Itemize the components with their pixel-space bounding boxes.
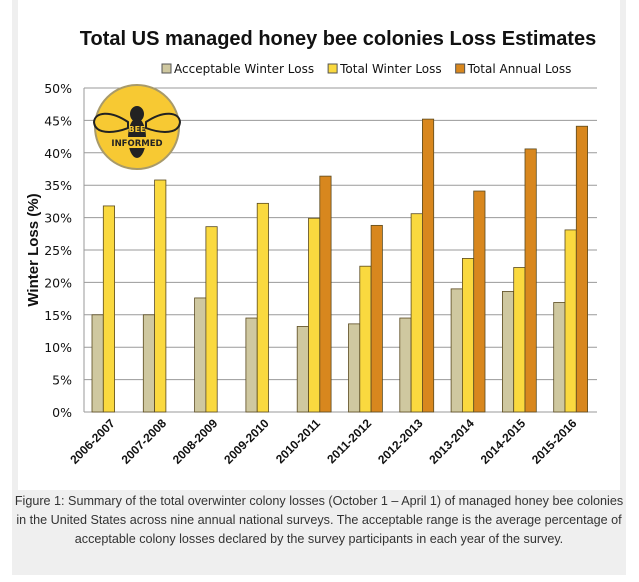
y-tick-label: 30% (44, 211, 72, 226)
y-axis-label: Winter Loss (%) (25, 193, 42, 306)
bar-total-winter-loss (564, 229, 577, 413)
x-tick-label: 2008-2009 (170, 416, 221, 467)
y-tick-label: 5% (52, 373, 72, 388)
x-tick-label: 2011-2012 (324, 416, 374, 466)
x-tick-label: 2007-2008 (119, 416, 170, 467)
figure-caption: Figure 1: Summary of the total overwinte… (14, 494, 624, 546)
y-tick-label: 20% (44, 275, 72, 290)
bar-acceptable-winter-loss (553, 302, 566, 413)
legend-swatch (455, 63, 466, 74)
bar-acceptable-winter-loss (450, 288, 463, 413)
y-tick-label: 45% (44, 113, 72, 128)
x-tick-label: 2013-2014 (426, 416, 477, 467)
y-tick-label: 50% (44, 81, 72, 96)
y-tick-label: 0% (52, 405, 72, 420)
bar-total-winter-loss (102, 205, 116, 413)
bar-acceptable-winter-loss (142, 314, 156, 413)
bar-total-annual-loss (421, 118, 435, 413)
bar-acceptable-winter-loss (245, 317, 258, 413)
bar-acceptable-winter-loss (91, 314, 104, 413)
y-tick-label: 40% (44, 146, 72, 161)
bar-total-winter-loss (513, 267, 526, 413)
bar-total-winter-loss (410, 213, 423, 413)
bar-total-winter-loss (154, 179, 167, 413)
x-tick-label: 2015-2016 (529, 416, 580, 467)
legend-label: Acceptable Winter Loss (174, 62, 314, 76)
bar-total-annual-loss (524, 148, 537, 413)
svg-text:BEE: BEE (128, 125, 145, 134)
y-tick-label: 15% (44, 308, 72, 323)
chart-title: Total US managed honey bee colonies Loss… (80, 28, 596, 50)
bar-chart: Total US managed honey bee colonies Loss… (25, 28, 597, 467)
x-tick-label: 2009-2010 (221, 416, 272, 467)
bar-total-winter-loss (308, 217, 321, 413)
svg-text:INFORMED: INFORMED (111, 139, 162, 149)
legend-swatch (161, 63, 172, 74)
bar-acceptable-winter-loss (399, 317, 412, 413)
x-tick-label: 2014-2015 (478, 416, 529, 467)
legend-label: Total Annual Loss (467, 62, 572, 76)
y-tick-label: 35% (44, 178, 72, 193)
x-tick-label: 2010-2011 (273, 416, 323, 466)
legend-label: Total Winter Loss (339, 62, 442, 76)
bar-total-annual-loss (473, 190, 486, 413)
x-tick-label: 2006-2007 (67, 416, 118, 467)
bar-acceptable-winter-loss (296, 326, 309, 413)
x-tick-label: 2012-2013 (375, 416, 426, 467)
bar-acceptable-winter-loss (501, 291, 515, 413)
bar-total-annual-loss (370, 224, 383, 413)
y-tick-label: 10% (44, 340, 72, 355)
bar-acceptable-winter-loss (194, 297, 207, 413)
bar-total-annual-loss (575, 125, 588, 413)
bar-acceptable-winter-loss (348, 323, 361, 413)
bee-informed-logo: BEE INFORMED (92, 84, 182, 170)
y-tick-label: 25% (44, 243, 72, 258)
bar-total-winter-loss (256, 202, 269, 413)
bar-total-winter-loss (205, 226, 218, 413)
legend-swatch (327, 63, 338, 74)
bar-total-winter-loss (359, 265, 372, 413)
bar-total-winter-loss (461, 258, 475, 413)
bar-total-annual-loss (319, 175, 332, 413)
